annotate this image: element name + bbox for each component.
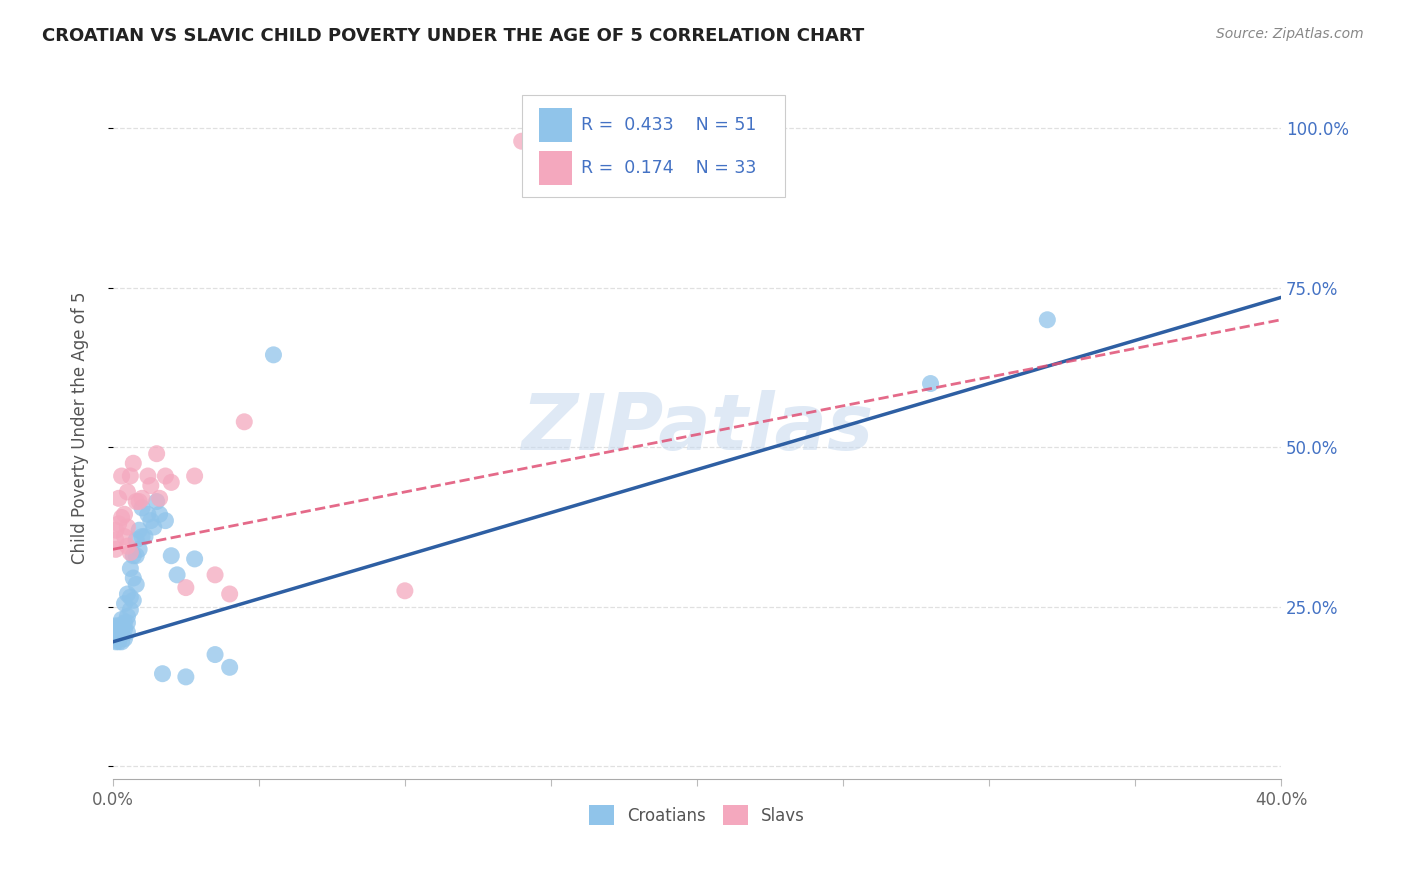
Croatians [110, 622, 132, 636]
Croatians [139, 514, 162, 528]
Croatians [174, 670, 197, 684]
Slavs [145, 447, 167, 461]
Croatians [104, 635, 127, 649]
Slavs [117, 520, 139, 534]
Slavs [122, 456, 145, 470]
FancyBboxPatch shape [522, 95, 785, 197]
Slavs [120, 469, 142, 483]
Slavs [120, 545, 142, 559]
Croatians [218, 660, 240, 674]
Croatians [122, 593, 145, 607]
Croatians [104, 622, 127, 636]
Croatians [920, 376, 942, 391]
Croatians [122, 549, 145, 563]
Slavs [114, 508, 136, 522]
Croatians [122, 571, 145, 585]
Slavs [107, 516, 129, 531]
Slavs [117, 539, 139, 553]
Slavs [117, 485, 139, 500]
Croatians [120, 561, 142, 575]
Bar [540, 151, 572, 185]
Croatians [117, 625, 139, 640]
Croatians [110, 612, 132, 626]
Croatians [107, 619, 129, 633]
Slavs [107, 491, 129, 506]
Slavs [218, 587, 240, 601]
Text: ZIPatlas: ZIPatlas [520, 390, 873, 467]
Slavs [524, 134, 547, 148]
Slavs [128, 494, 150, 508]
Croatians [117, 615, 139, 630]
Croatians [134, 530, 156, 544]
Croatians [107, 625, 129, 640]
Slavs [204, 567, 226, 582]
Croatians [145, 494, 167, 508]
Text: Source: ZipAtlas.com: Source: ZipAtlas.com [1216, 27, 1364, 41]
Slavs [394, 583, 416, 598]
Croatians [125, 533, 148, 547]
Croatians [114, 597, 136, 611]
Croatians [128, 542, 150, 557]
Slavs [233, 415, 256, 429]
Croatians [120, 590, 142, 604]
Bar [540, 108, 572, 142]
Croatians [125, 577, 148, 591]
Croatians [148, 508, 170, 522]
Croatians [152, 666, 174, 681]
Slavs [139, 478, 162, 492]
Croatians [1036, 312, 1059, 326]
Croatians [107, 632, 129, 646]
Slavs [104, 533, 127, 547]
Croatians [262, 348, 284, 362]
Croatians [107, 635, 129, 649]
Croatians [166, 567, 188, 582]
Croatians [114, 615, 136, 630]
Croatians [131, 530, 153, 544]
Text: R =  0.174    N = 33: R = 0.174 N = 33 [581, 159, 756, 177]
Croatians [160, 549, 183, 563]
Croatians [183, 552, 205, 566]
Slavs [510, 134, 533, 148]
Slavs [174, 581, 197, 595]
Slavs [110, 469, 132, 483]
Slavs [104, 523, 127, 537]
Croatians [110, 635, 132, 649]
Slavs [160, 475, 183, 490]
Slavs [183, 469, 205, 483]
Croatians [155, 514, 177, 528]
Slavs [114, 530, 136, 544]
Slavs [131, 491, 153, 506]
Slavs [136, 469, 159, 483]
Slavs [155, 469, 177, 483]
Croatians [120, 603, 142, 617]
Slavs [125, 494, 148, 508]
Croatians [117, 609, 139, 624]
Croatians [104, 625, 127, 640]
Croatians [131, 500, 153, 515]
Croatians [110, 625, 132, 640]
Slavs [104, 542, 127, 557]
Slavs [540, 137, 562, 152]
Croatians [136, 508, 159, 522]
Text: R =  0.433    N = 51: R = 0.433 N = 51 [581, 116, 756, 134]
Croatians [114, 622, 136, 636]
Croatians [104, 619, 127, 633]
Slavs [110, 510, 132, 524]
Legend: Croatians, Slavs: Croatians, Slavs [581, 797, 813, 834]
Croatians [114, 632, 136, 646]
Croatians [128, 523, 150, 537]
Croatians [142, 520, 165, 534]
Slavs [148, 491, 170, 506]
Text: CROATIAN VS SLAVIC CHILD POVERTY UNDER THE AGE OF 5 CORRELATION CHART: CROATIAN VS SLAVIC CHILD POVERTY UNDER T… [42, 27, 865, 45]
Croatians [117, 587, 139, 601]
Croatians [204, 648, 226, 662]
Croatians [110, 619, 132, 633]
Y-axis label: Child Poverty Under the Age of 5: Child Poverty Under the Age of 5 [72, 292, 89, 565]
Croatians [125, 549, 148, 563]
